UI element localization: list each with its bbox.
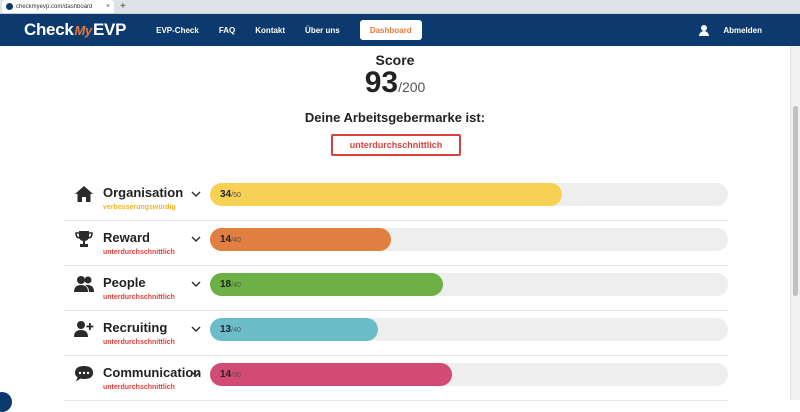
browser-tab-title: checkmyevp.com/dashboard — [16, 3, 93, 10]
category-row-people: People unterdurchschnittlich 18/40 — [64, 273, 738, 317]
chevron-down-icon[interactable] — [190, 322, 202, 334]
category-progress-track: 13/40 — [210, 318, 728, 341]
add-user-icon — [74, 320, 94, 338]
category-row-reward: Reward unterdurchschnittlich 14/40 — [64, 228, 738, 272]
nav-link-ueber-uns[interactable]: Über uns — [305, 25, 340, 35]
row-divider — [64, 400, 728, 401]
nav-link-faq[interactable]: FAQ — [218, 25, 236, 35]
row-divider — [64, 355, 728, 356]
category-score-value: 34 — [220, 189, 232, 200]
category-name: Reward — [103, 230, 150, 245]
category-score-max: /40 — [231, 327, 241, 334]
row-divider — [64, 310, 728, 311]
category-progress-fill — [210, 228, 391, 251]
logo[interactable]: Check My EVP — [24, 20, 126, 40]
category-progress-fill — [210, 183, 562, 206]
nav-links: EVP-Check FAQ Kontakt Über uns — [146, 26, 350, 35]
category-score-max: /40 — [231, 282, 241, 289]
category-progress-track: 14/40 — [210, 228, 728, 251]
category-score-value: 14 — [220, 234, 232, 245]
logo-my: My — [74, 23, 93, 38]
category-score-max: /30 — [231, 372, 241, 379]
category-score: 14/40 — [220, 234, 241, 245]
category-progress-track: 34/50 — [210, 183, 728, 206]
top-navigation: Check My EVP EVP-Check FAQ Kontakt Über un… — [0, 14, 800, 46]
chevron-down-icon[interactable] — [190, 277, 202, 289]
chat-icon — [74, 365, 94, 383]
new-tab-icon[interactable]: + — [120, 1, 126, 12]
category-status: unterdurchschnittlich — [103, 249, 175, 256]
nav-link-evp-check[interactable]: EVP-Check — [156, 25, 199, 35]
score-number: 93 — [364, 66, 399, 99]
category-progress-track: 14/30 — [210, 363, 728, 386]
dashboard-button[interactable]: Dashboard — [359, 20, 422, 40]
score-max: /200 — [398, 79, 426, 95]
scrollbar-thumb[interactable] — [793, 106, 798, 296]
score-label: Score — [375, 52, 415, 68]
category-score: 13/40 — [220, 324, 241, 335]
category-name: People — [103, 275, 146, 290]
category-row-communication: Communication unterdurchschnittlich 14/30 — [64, 363, 738, 407]
category-score-max: /40 — [231, 237, 241, 244]
favicon-icon — [6, 3, 13, 10]
chevron-down-icon[interactable] — [190, 367, 202, 379]
user-icon[interactable] — [699, 24, 710, 36]
category-score-value: 13 — [220, 324, 232, 335]
chat-widget-button[interactable] — [0, 392, 12, 412]
category-status: verbesserungswürdig — [103, 204, 176, 211]
house-icon — [74, 185, 94, 203]
page-scrollbar[interactable] — [790, 46, 800, 400]
user-area: Abmelden — [699, 14, 762, 46]
logout-link[interactable]: Abmelden — [723, 25, 762, 35]
row-divider — [64, 220, 728, 221]
browser-tab-strip: checkmyevp.com/dashboard × + — [0, 0, 800, 14]
row-divider — [64, 265, 728, 266]
people-icon — [74, 275, 94, 293]
category-progress-fill — [210, 318, 378, 341]
category-progress-fill — [210, 273, 443, 296]
category-row-recruiting: Recruiting unterdurchschnittlich 13/40 — [64, 318, 738, 362]
category-status: unterdurchschnittlich — [103, 339, 175, 346]
category-status: unterdurchschnittlich — [103, 294, 175, 301]
chevron-down-icon[interactable] — [190, 187, 202, 199]
close-tab-icon[interactable]: × — [105, 3, 110, 10]
chevron-down-icon[interactable] — [190, 232, 202, 244]
employer-brand-label: Deine Arbeitsgebermarke ist: — [304, 110, 486, 125]
category-score-value: 14 — [220, 369, 232, 380]
category-row-organisation: Organisation verbesserungswürdig 34/50 — [64, 183, 738, 227]
score-value: 93/200 — [0, 66, 790, 100]
category-name: Organisation — [103, 185, 184, 200]
category-progress-fill — [210, 363, 452, 386]
category-score: 14/30 — [220, 369, 241, 380]
category-name: Recruiting — [103, 320, 168, 335]
logo-check: Check — [24, 20, 74, 39]
nav-link-kontakt[interactable]: Kontakt — [255, 25, 286, 35]
browser-tab[interactable]: checkmyevp.com/dashboard × — [2, 0, 114, 13]
employer-brand-rating-badge: unterdurchschnittlich — [331, 134, 461, 156]
category-name: Communication — [103, 365, 202, 380]
category-progress-track: 18/40 — [210, 273, 728, 296]
category-score: 18/40 — [220, 279, 241, 290]
category-score: 34/50 — [220, 189, 241, 200]
category-score-value: 18 — [220, 279, 232, 290]
category-score-max: /50 — [231, 192, 241, 199]
trophy-icon — [74, 230, 94, 248]
logo-evp: EVP — [93, 20, 127, 39]
category-status: unterdurchschnittlich — [103, 384, 175, 391]
